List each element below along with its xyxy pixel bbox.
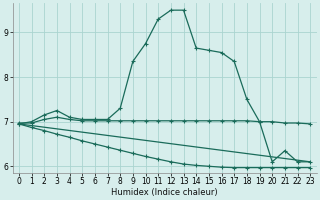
X-axis label: Humidex (Indice chaleur): Humidex (Indice chaleur)	[111, 188, 218, 197]
